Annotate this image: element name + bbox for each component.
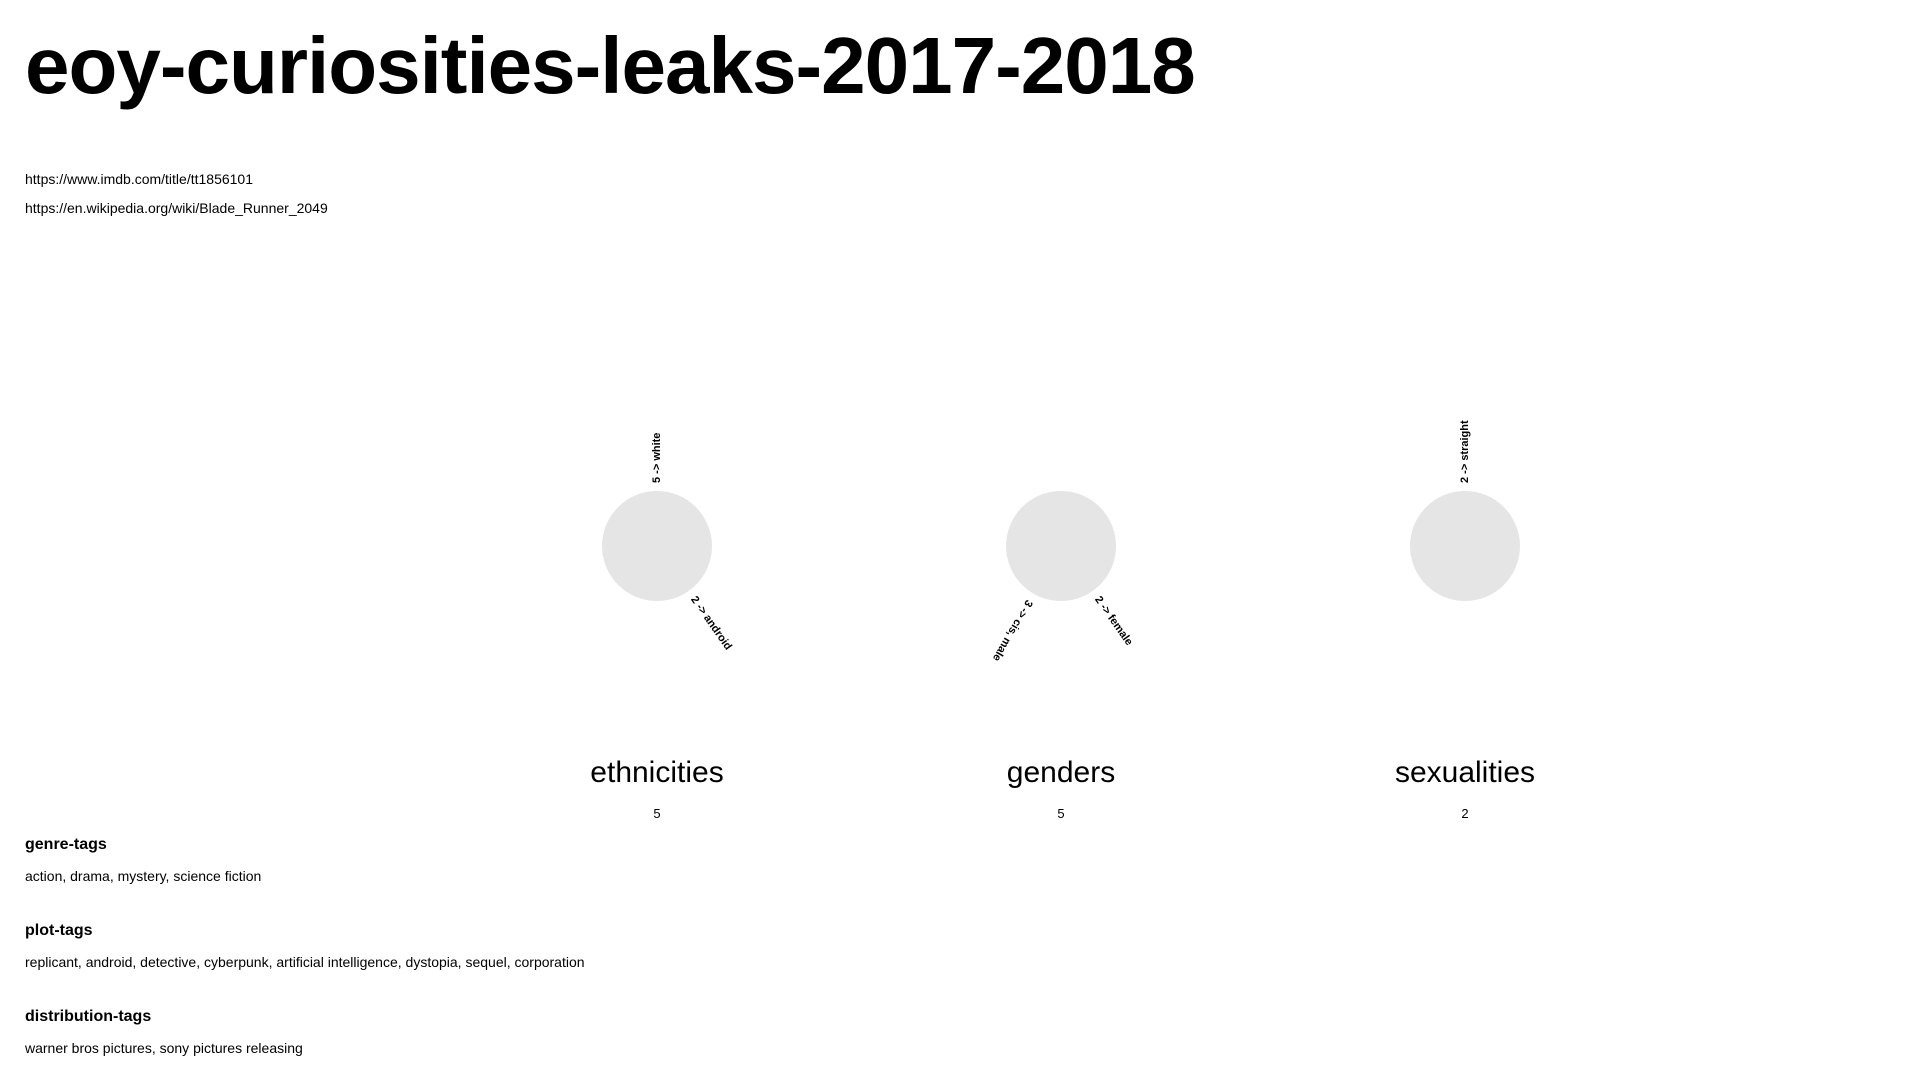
chart-count-genders: 5 [1057, 806, 1065, 821]
plot-tags-heading: plot-tags [25, 922, 93, 939]
center-circle [602, 491, 712, 601]
page-title: eoy-curiosities-leaks-2017-2018 [25, 21, 1196, 110]
distribution-tags-heading: distribution-tags [25, 1008, 152, 1025]
chart-sexualities: 2 -> straight sexualities 2 [1265, 340, 1665, 840]
center-circle [1410, 491, 1520, 601]
genre-tags-heading: genre-tags [25, 836, 107, 853]
chart-title-ethnicities: ethnicities [590, 756, 724, 789]
spoke-label: 5 -> white [651, 433, 663, 483]
spoke-label: 3 -> cis, male [990, 598, 1035, 664]
chart-count-sexualities: 2 [1461, 806, 1469, 821]
distribution-tags-values: warner bros pictures, sony pictures rele… [25, 1040, 303, 1056]
genre-tags-section: genre-tags action, drama, mystery, scien… [25, 836, 261, 884]
chart-ethnicities: 5 -> white 2 -> android ethnicities 5 [457, 340, 857, 840]
spoke-label: 2 -> android [688, 594, 734, 652]
chart-genders: 3 -> cis, male 2 -> female genders 5 [861, 340, 1261, 840]
plot-tags-section: plot-tags replicant, android, detective,… [25, 922, 585, 970]
chart-count-ethnicities: 5 [653, 806, 661, 821]
ethnicities-radial-chart: 5 -> white 2 -> android [602, 433, 734, 652]
chart-title-sexualities: sexualities [1394, 756, 1536, 789]
spoke-label: 2 -> straight [1459, 420, 1471, 483]
wikipedia-link[interactable]: https://en.wikipedia.org/wiki/Blade_Runn… [25, 200, 328, 216]
sexualities-radial-chart: 2 -> straight [1410, 420, 1520, 601]
genders-radial-chart: 3 -> cis, male 2 -> female [990, 491, 1135, 664]
chart-title-genders: genders [1006, 756, 1116, 789]
imdb-link[interactable]: https://www.imdb.com/title/tt1856101 [25, 171, 253, 187]
spoke-label: 2 -> female [1092, 594, 1135, 648]
distribution-tags-section: distribution-tags warner bros pictures, … [25, 1008, 303, 1056]
center-circle [1006, 491, 1116, 601]
plot-tags-values: replicant, android, detective, cyberpunk… [25, 954, 585, 970]
genre-tags-values: action, drama, mystery, science fiction [25, 868, 262, 884]
